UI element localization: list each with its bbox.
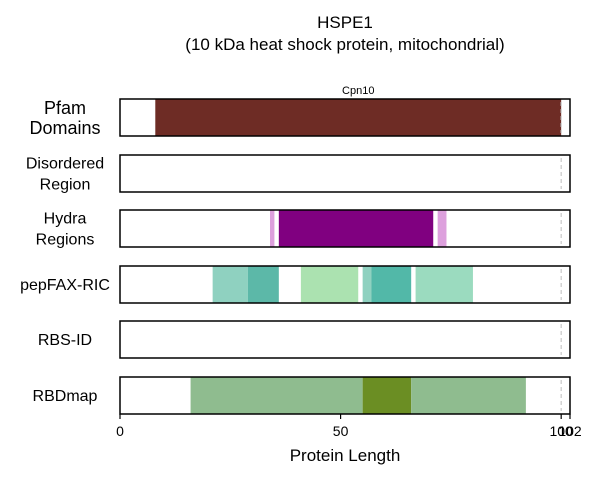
track-frame: [119, 376, 571, 415]
track-1: Disordered Region: [26, 154, 571, 194]
domain-label: Cpn10: [342, 85, 374, 97]
segment-2-1: [278, 210, 434, 247]
track-frame: [119, 154, 571, 193]
x-tick-label: 0: [116, 423, 124, 439]
segment-5-0: [190, 377, 363, 414]
segment-2-2: [437, 210, 447, 247]
segment-3-3: [362, 266, 372, 303]
segment-0-0: [155, 99, 562, 136]
track-label: Pfam Domains: [29, 98, 100, 138]
segment-5-1: [362, 377, 412, 414]
x-tick-label: 100: [549, 423, 573, 439]
chart-title: HSPE1: [317, 13, 373, 32]
track-frame: [119, 265, 571, 304]
track-frame: [119, 98, 571, 137]
track-2: Hydra Regions: [36, 209, 571, 249]
segment-2-0: [270, 210, 275, 247]
segment-5-2: [411, 377, 526, 414]
segment-3-4: [371, 266, 412, 303]
x-tick-label: 50: [333, 423, 349, 439]
track-5: RBDmap: [33, 376, 571, 415]
x-tick-label: 102: [558, 423, 582, 439]
track-frame: [119, 209, 571, 248]
segment-3-1: [247, 266, 279, 303]
segment-3-5: [415, 266, 473, 303]
track-label: RBDmap: [33, 388, 98, 405]
track-label: Hydra Regions: [36, 211, 95, 249]
track-label: pepFAX-RIC: [20, 277, 110, 294]
track-0: Cpn10 Pfam Domains: [29, 85, 571, 138]
track-label: RBS-ID: [38, 332, 92, 349]
track-4: RBS-ID: [38, 320, 571, 359]
track-group: Cpn10 Pfam Domains Disordered Region Hydra Reg…: [20, 85, 571, 415]
x-axis-label: Protein Length: [290, 446, 401, 465]
track-frame: [119, 320, 571, 359]
track-label: Disordered Region: [26, 156, 104, 194]
chart-subtitle: (10 kDa heat shock protein, mitochondria…: [185, 35, 504, 54]
track-3: pepFAX-RIC: [20, 265, 571, 304]
segment-3-2: [300, 266, 359, 303]
segment-3-0: [212, 266, 248, 303]
